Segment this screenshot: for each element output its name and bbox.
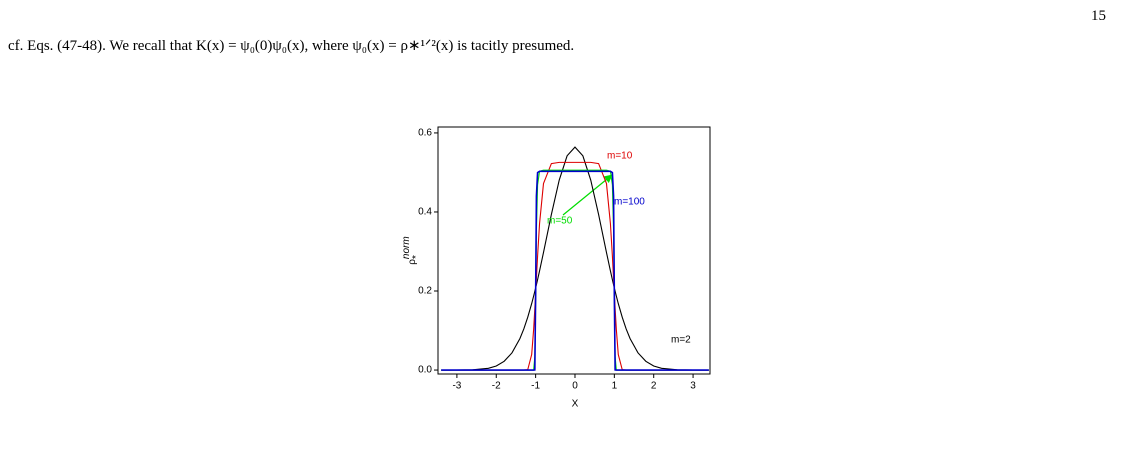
x-tick-label: -1 xyxy=(531,381,540,392)
y-axis-label-sub: * xyxy=(411,255,422,259)
x-tick-label: 1 xyxy=(612,381,618,392)
series-line xyxy=(441,169,709,371)
plot-frame xyxy=(437,126,711,375)
page-number: 15 xyxy=(1091,8,1106,24)
annotation-arrow xyxy=(562,174,613,216)
series-line xyxy=(441,161,709,371)
x-tick-label: 0 xyxy=(572,381,578,392)
y-tick-label: 0.2 xyxy=(418,286,432,297)
x-tick-label: 2 xyxy=(651,381,657,392)
y-tick-label: 0.4 xyxy=(418,207,432,218)
y-tick-label: 0.0 xyxy=(418,365,432,376)
y-axis-label-base: ρ xyxy=(407,259,418,265)
y-axis-label: ρ*norm xyxy=(401,236,422,264)
series-label: m=10 xyxy=(607,151,633,162)
series-line xyxy=(441,146,709,371)
body-text: cf. Eqs. (47-48). We recall that K(x) = … xyxy=(8,38,575,54)
x-tick-label: -3 xyxy=(452,381,461,392)
series-label: m=100 xyxy=(614,197,645,208)
x-tick-label: -2 xyxy=(492,381,501,392)
y-axis-label-sup: norm xyxy=(401,236,412,259)
y-tick-label: 0.6 xyxy=(418,128,432,139)
x-tick-label: 3 xyxy=(690,381,696,392)
x-axis-label: X xyxy=(572,399,579,410)
series-label: m=2 xyxy=(671,335,691,346)
series-label: m=50 xyxy=(547,216,573,227)
series-line xyxy=(441,170,709,371)
